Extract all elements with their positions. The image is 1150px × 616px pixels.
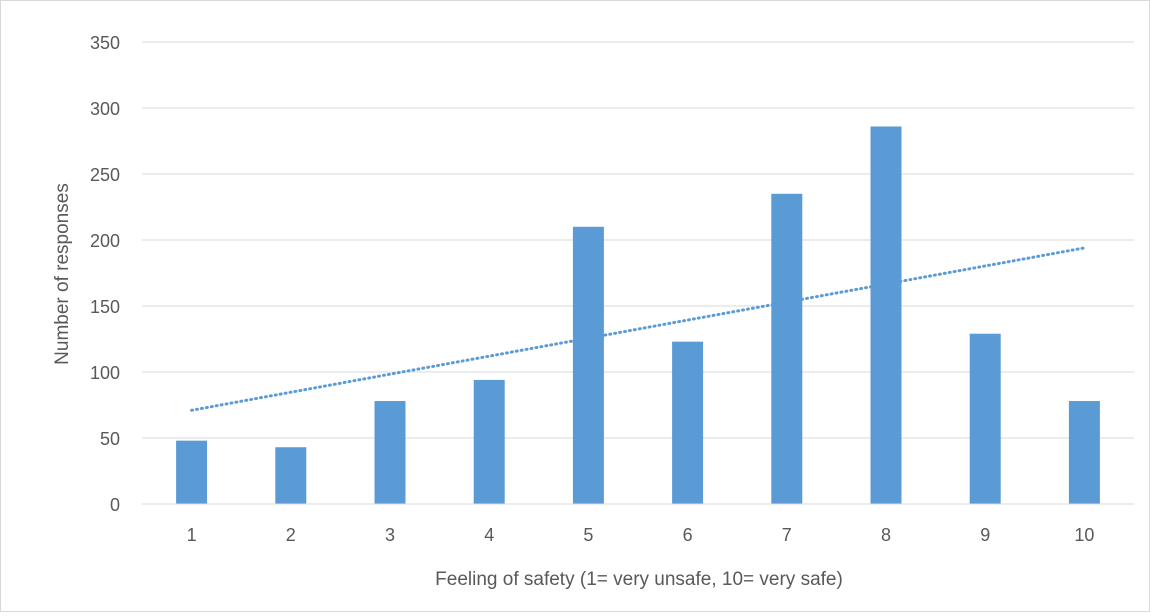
x-tick-label: 1 [187, 525, 197, 545]
x-axis-title: Feeling of safety (1= very unsafe, 10= v… [435, 569, 843, 590]
trendline [190, 246, 1086, 412]
x-tick-label: 10 [1074, 525, 1094, 545]
x-tick-label: 2 [286, 525, 296, 545]
x-tick-label: 7 [782, 525, 792, 545]
x-tick-label: 8 [881, 525, 891, 545]
y-axis-ticks: 0 50 100 150 200 250 300 350 [90, 33, 120, 515]
bar [672, 341, 704, 504]
y-tick-label: 350 [90, 33, 120, 53]
bar [771, 193, 803, 505]
y-tick-label: 100 [90, 363, 120, 383]
bar [969, 333, 1001, 504]
y-tick-label: 0 [110, 495, 120, 515]
y-tick-label: 200 [90, 231, 120, 251]
x-tick-label: 5 [583, 525, 593, 545]
x-tick-label: 4 [484, 525, 494, 545]
bar [374, 401, 406, 504]
y-tick-label: 50 [100, 429, 120, 449]
gridlines [142, 41, 1134, 439]
bar [572, 226, 604, 505]
bar [1068, 401, 1100, 504]
y-axis-title: Number of responses [52, 183, 73, 365]
y-tick-label: 250 [90, 165, 120, 185]
x-axis-ticks: 1 2 3 4 5 6 7 8 9 10 [187, 525, 1095, 545]
bar [473, 379, 505, 504]
x-tick-label: 9 [980, 525, 990, 545]
bars [176, 126, 1100, 505]
x-tick-label: 3 [385, 525, 395, 545]
bar [176, 440, 208, 504]
bar [870, 126, 902, 504]
bar [275, 447, 307, 504]
y-tick-label: 300 [90, 99, 120, 119]
y-tick-label: 150 [90, 297, 120, 317]
x-tick-label: 6 [683, 525, 693, 545]
